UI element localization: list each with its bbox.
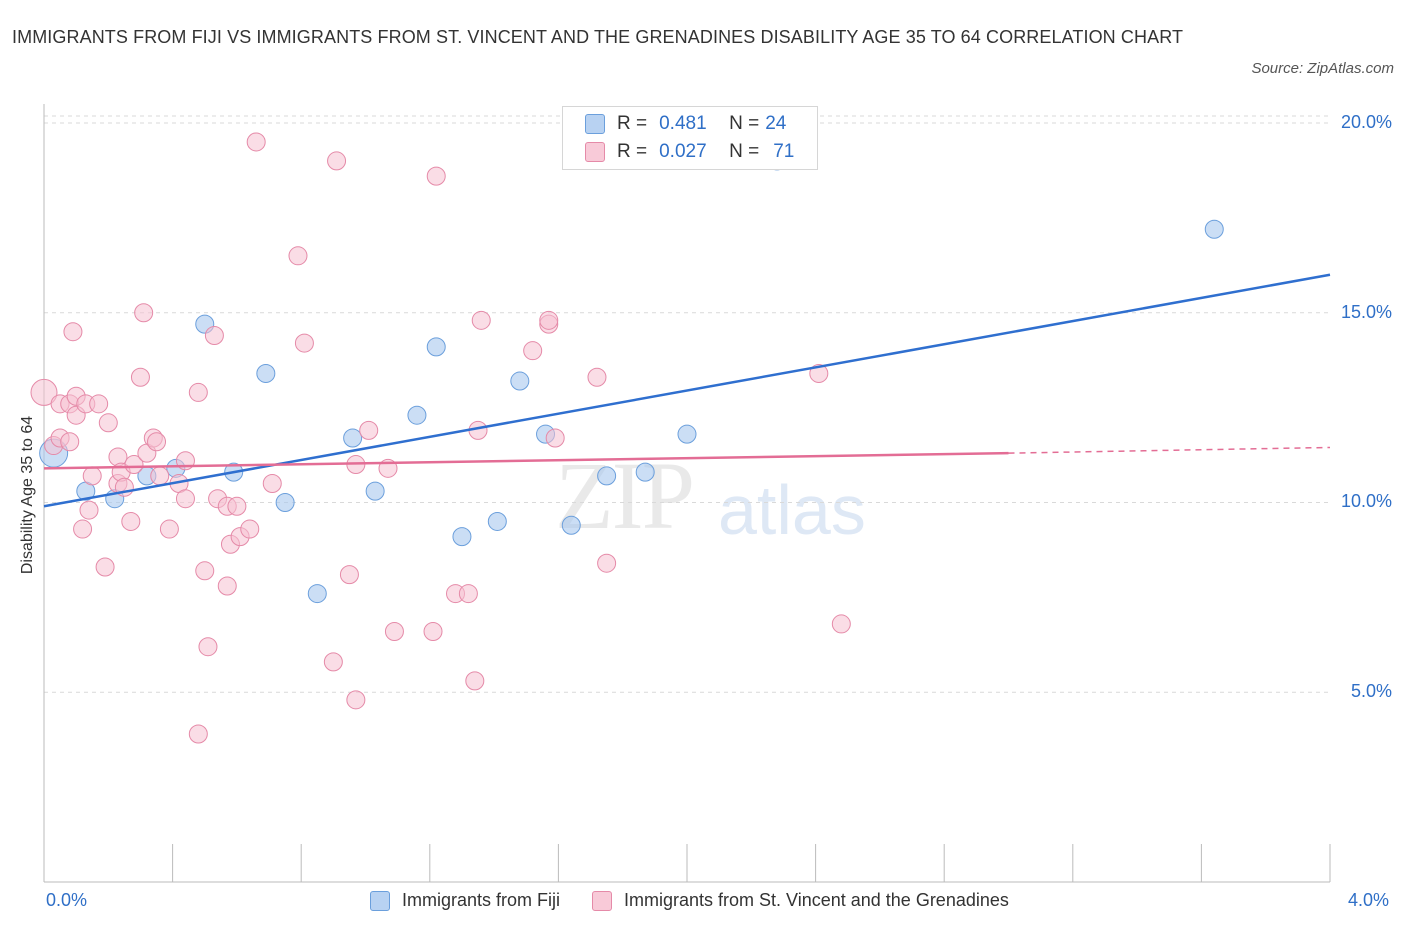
x-tick-label-min: 0.0%: [46, 890, 88, 910]
svg-r-value: 0.027: [659, 141, 707, 162]
y-tick-label: 5.0%: [1350, 681, 1392, 702]
fiji-point-13: [426, 337, 446, 357]
svg-trend-line: [43, 451, 1009, 470]
r-label: R =: [617, 113, 648, 134]
gridlines: [44, 115, 1330, 693]
legend-label-fiji: Immigrants from Fiji: [402, 890, 561, 910]
fiji-point-9: [307, 584, 327, 604]
x-tick-label-max: 4.0%: [1348, 890, 1390, 910]
fiji-point-11: [365, 481, 385, 501]
fiji-point-12: [407, 405, 427, 425]
fiji-point-8: [275, 492, 295, 512]
fiji-points: [39, 151, 1224, 604]
fiji-point-10: [343, 428, 363, 448]
fiji-point-15: [487, 511, 507, 531]
fiji-point-16: [510, 371, 530, 391]
legend-row-svg: R = 0.027 N = 71: [585, 139, 794, 165]
legend-row-fiji: R = 0.481 N = 24: [585, 111, 786, 137]
axes: [43, 104, 1331, 883]
trend-lines: [43, 273, 1331, 508]
fiji-trend-line: [43, 273, 1331, 508]
n-label: N =: [729, 141, 760, 162]
svg-swatch: [592, 890, 613, 911]
legend-label-svg: Immigrants from St. Vincent and the Gren…: [624, 890, 1009, 910]
watermark-atlas: atlas: [718, 471, 866, 549]
source-label: Source: ZipAtlas.com: [1251, 60, 1394, 77]
n-label: N =: [729, 113, 760, 134]
fiji-point-20: [635, 462, 655, 482]
y-tick-label: 15.0%: [1340, 301, 1392, 322]
fiji-swatch: [585, 114, 605, 134]
fiji-swatch: [370, 890, 390, 911]
svg-trend-extension: [1008, 446, 1331, 454]
r-label: R =: [617, 141, 648, 162]
fiji-r-value: 0.481: [659, 113, 707, 134]
y-tick-label: 20.0%: [1340, 111, 1392, 132]
svg-swatch: [585, 142, 605, 162]
fiji-n-value: 24: [765, 113, 787, 134]
fiji-point-21: [677, 424, 697, 444]
fiji-point-18: [561, 515, 581, 535]
fiji-point-23: [1204, 219, 1224, 239]
svg-points: [30, 132, 851, 744]
legend-item-svg[interactable]: Immigrants from St. Vincent and the Gren…: [592, 890, 1009, 911]
legend-item-fiji[interactable]: Immigrants from Fiji: [370, 890, 560, 911]
fiji-point-7: [256, 363, 276, 383]
fiji-point-19: [597, 466, 617, 486]
y-tick-label: 10.0%: [1340, 491, 1392, 512]
series-legend: Immigrants from Fiji Immigrants from St.…: [370, 890, 1041, 911]
fiji-point-14: [452, 527, 472, 547]
svg-n-value: 71: [773, 141, 795, 162]
chart-title: IMMIGRANTS FROM FIJI VS IMMIGRANTS FROM …: [12, 27, 1184, 47]
correlation-legend: R = 0.481 N = 24 R = 0.027 N = 71: [562, 106, 818, 170]
